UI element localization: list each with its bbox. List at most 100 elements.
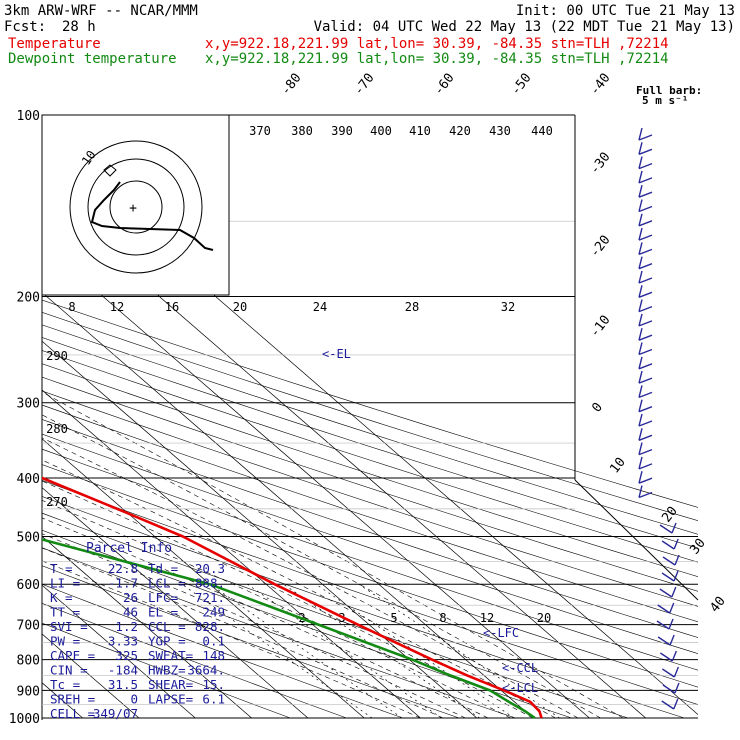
parcel-info-key: K = bbox=[50, 590, 73, 605]
legend-temperature: Temperature bbox=[8, 36, 101, 52]
parcel-info-key: CCL = bbox=[148, 619, 186, 634]
parcel-info-value: 0.1 bbox=[202, 634, 225, 649]
wind-barb bbox=[638, 220, 653, 227]
level-annotations: <-EL <-CCL <-LCL <-LFC bbox=[322, 347, 538, 695]
parcel-info-value: 3.33 bbox=[108, 634, 138, 649]
isotherm bbox=[42, 487, 309, 719]
wind-barb bbox=[638, 456, 643, 470]
theta-label: 420 bbox=[449, 124, 471, 138]
wind-barb bbox=[638, 227, 643, 241]
wind-barb bbox=[638, 313, 643, 327]
isotherm-label: -50 bbox=[508, 71, 534, 99]
isotherm-label: -30 bbox=[587, 150, 613, 178]
legend-dewpoint: Dewpoint temperature bbox=[8, 51, 177, 67]
mixing-ratio-line bbox=[181, 583, 373, 719]
parcel-info-title: Parcel Info bbox=[86, 541, 172, 556]
parcel-info-value: 1.2 bbox=[115, 619, 138, 634]
wind-barb bbox=[638, 471, 643, 484]
hodograph-ring-label: 32 bbox=[501, 300, 515, 314]
parcel-info-key: SWEAT= bbox=[148, 648, 193, 663]
moist-adiabat bbox=[42, 547, 444, 719]
wind-barb bbox=[638, 213, 643, 226]
theta-label: 380 bbox=[291, 124, 313, 138]
parcel-info-key: TT = bbox=[50, 605, 80, 620]
isotherm-label: -80 bbox=[278, 71, 304, 99]
wind-barb bbox=[638, 199, 643, 212]
hodograph: +10 bbox=[41, 114, 230, 296]
isotherm-label: 40 bbox=[707, 594, 728, 616]
wind-barb bbox=[638, 420, 653, 427]
wind-barb bbox=[673, 538, 679, 550]
parcel-info-value: 26 bbox=[123, 590, 138, 605]
parcel-info-value: -184 bbox=[108, 663, 138, 678]
wind-barb bbox=[638, 185, 643, 198]
wind-barb bbox=[638, 428, 643, 441]
fcst-value: 28 h bbox=[62, 19, 96, 35]
pressure-tick-label: 900 bbox=[17, 684, 40, 699]
pressure-tick-label: 400 bbox=[17, 472, 40, 487]
wind-barb bbox=[638, 348, 653, 356]
barb-legend-title: Full barb: bbox=[636, 84, 702, 97]
wind-barb bbox=[638, 234, 653, 241]
parcel-info-value: 249 bbox=[202, 605, 225, 620]
hodograph-ring-label: 24 bbox=[313, 300, 327, 314]
pressure-tick-label: 600 bbox=[17, 578, 40, 593]
theta-label: 390 bbox=[331, 124, 353, 138]
wind-barb bbox=[669, 634, 675, 646]
isotherm-label: -70 bbox=[351, 71, 377, 99]
wind-barb bbox=[638, 442, 643, 455]
wind-barb bbox=[638, 191, 653, 198]
isotherm bbox=[42, 340, 478, 719]
isotherm-label: 20 bbox=[659, 504, 680, 526]
theta-label: 290 bbox=[46, 349, 68, 363]
parcel-info-value: 721. bbox=[195, 590, 225, 605]
wind-barb bbox=[638, 270, 643, 284]
hodograph-center: + bbox=[129, 201, 137, 216]
wind-barb bbox=[638, 263, 653, 270]
wind-barb bbox=[669, 602, 675, 614]
annotation-el: <-EL bbox=[322, 347, 351, 361]
wind-barb bbox=[638, 277, 653, 284]
wind-barb bbox=[638, 370, 643, 384]
hodograph-tick bbox=[103, 164, 117, 177]
parcel-info-value: 349/07 bbox=[93, 706, 138, 721]
parcel-info-key: CAPE = bbox=[50, 648, 95, 663]
profiles bbox=[42, 476, 543, 720]
grid-frame bbox=[574, 479, 699, 601]
hodograph-ring bbox=[109, 180, 163, 234]
wind-barb bbox=[671, 586, 677, 598]
wind-barb bbox=[638, 177, 653, 184]
parcel-info-value: 3664. bbox=[187, 663, 225, 678]
wind-barb bbox=[638, 413, 643, 427]
wind-barb bbox=[638, 399, 643, 412]
hodograph-ring-label: 20 bbox=[233, 300, 247, 314]
temperature-profile bbox=[42, 476, 543, 719]
wind-barb bbox=[638, 170, 643, 184]
wind-barb bbox=[638, 299, 643, 312]
parcel-info-key: LCL = bbox=[148, 576, 186, 591]
wind-barb bbox=[671, 650, 677, 662]
parcel-info-value: 46 bbox=[123, 605, 138, 620]
mixing-ratio-label: 8 bbox=[439, 611, 446, 625]
wind-barb bbox=[638, 127, 643, 141]
wind-barb bbox=[674, 554, 680, 566]
wind-barb bbox=[638, 391, 653, 399]
wind-barb bbox=[638, 328, 643, 341]
parcel-info: Parcel Info T = 22.8 Td = 20.3 LI = -1.7 LCL =… bbox=[50, 541, 225, 721]
wind-barb bbox=[662, 556, 676, 566]
wind-barb bbox=[638, 477, 653, 484]
parcel-info-key: SHEAR= bbox=[148, 677, 193, 692]
model-title: 3km ARW-WRF -- NCAR/MMM bbox=[4, 3, 198, 19]
isotherm-label: 30 bbox=[687, 536, 708, 558]
isotherm-label: -60 bbox=[431, 71, 457, 99]
wind-barb bbox=[638, 485, 643, 498]
parcel-info-key: CELL = bbox=[50, 706, 95, 721]
parcel-info-key: T = bbox=[50, 561, 73, 576]
loc-dewpoint: x,y=922.18,221.99 lat,lon= 30.39, -84.35… bbox=[205, 51, 669, 67]
wind-barb bbox=[638, 305, 653, 313]
hodograph-ring-label: 8 bbox=[68, 300, 75, 314]
wind-barb bbox=[638, 242, 643, 255]
mixing-ratio-label: 12 bbox=[480, 611, 494, 625]
parcel-info-key: LAPSE= bbox=[148, 692, 193, 707]
